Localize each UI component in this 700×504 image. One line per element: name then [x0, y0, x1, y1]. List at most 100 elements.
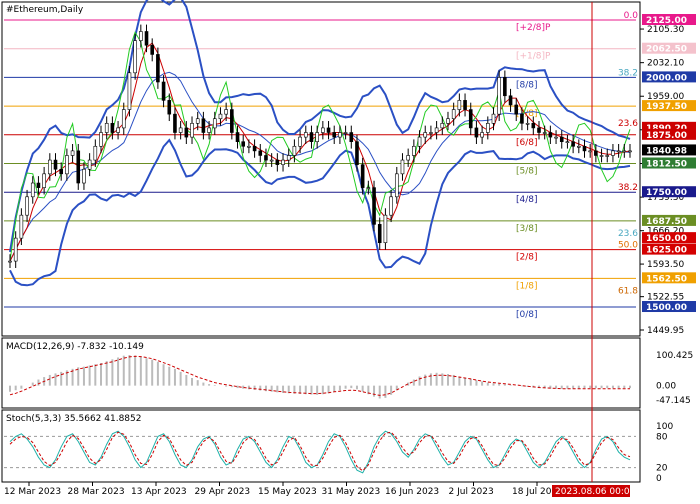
time-tick-label: 13 Apr 2023	[131, 487, 187, 497]
candle-body	[332, 132, 337, 138]
candle-body	[599, 155, 604, 157]
candle-body	[383, 214, 388, 244]
candle-body	[195, 118, 200, 124]
bollinger-lower	[9, 138, 631, 287]
candle-body	[127, 72, 132, 110]
candle-body	[212, 118, 217, 129]
price-tag-box	[642, 14, 696, 25]
candle-body	[474, 127, 479, 138]
candle-body	[628, 150, 632, 153]
price-tag-label: 1500.00	[646, 303, 687, 313]
candle-body	[286, 155, 291, 161]
candle-body	[548, 132, 553, 138]
price-tag-box	[642, 243, 696, 255]
time-tick-label: 29 Apr 2023	[195, 487, 251, 497]
stoch-d-line	[9, 431, 631, 472]
candle-body	[468, 109, 473, 129]
price-tag-label: 2125.00	[646, 16, 687, 26]
price-tag-box	[642, 232, 696, 244]
candle-body	[30, 182, 35, 198]
price-tick-label: 1666.20	[647, 227, 684, 237]
candle-body	[292, 145, 297, 156]
candle-body	[554, 136, 558, 139]
murrey-level-label: [8/8]	[516, 80, 538, 90]
candle-body	[110, 123, 115, 133]
price-tag-label: 1750.00	[646, 188, 687, 198]
time-tick-label: 28 Mar 2023	[68, 487, 125, 497]
fib-level-label: 38.2	[618, 183, 638, 193]
candle-body	[309, 132, 314, 142]
candle-body	[537, 127, 541, 133]
chart-title: #Ethereum,Daily	[6, 5, 84, 15]
candle-body	[315, 132, 319, 142]
murrey-level-label: [3/8]	[516, 224, 538, 234]
candle-body	[400, 159, 405, 175]
price-tag-label: 2062.50	[646, 45, 687, 55]
price-tag-box	[642, 144, 696, 156]
fib-level-label: 23.6	[618, 229, 638, 239]
price-tag-box	[642, 157, 696, 169]
candle-body	[76, 150, 81, 184]
candle-body	[264, 155, 268, 161]
candle-body	[321, 127, 325, 133]
price-tag-box	[642, 214, 696, 226]
candle-body	[423, 132, 428, 138]
candle-body	[59, 168, 63, 175]
price-tag-box	[642, 71, 696, 83]
price-tick-label: 1449.95	[647, 326, 684, 336]
candle-body	[104, 123, 109, 133]
stoch-tick-label: 0	[656, 474, 662, 484]
candle-body	[93, 145, 98, 161]
candle-body	[190, 123, 194, 138]
stoch-tick-label: 20	[656, 464, 668, 474]
candle-body	[520, 113, 524, 124]
price-panel: [+2/8]P [+1/8]P [8/8] [7/8] [6/8] [5/8] [4/8] […	[4, 0, 638, 320]
candle-body	[53, 159, 58, 170]
candle-body	[451, 109, 456, 120]
murrey-level-label: [5/8]	[516, 167, 538, 177]
candle-body	[571, 141, 575, 147]
candle-body	[503, 77, 507, 97]
candle-body	[372, 187, 376, 225]
stoch-tick-label: 80	[656, 432, 668, 442]
price-tag-label: 1687.50	[646, 217, 687, 227]
current-date-label: 2023.08.06 00:00	[555, 487, 636, 497]
price-tag-box	[642, 128, 696, 140]
price-tag-label: 1840.98	[646, 146, 687, 156]
murrey-level-label: [7/8]	[516, 109, 538, 119]
price-tag-box	[642, 301, 696, 313]
price-tag-label: 1812.50	[646, 160, 687, 170]
candle-body	[65, 155, 69, 175]
stoch-tick-label: 100	[656, 422, 673, 432]
macd-tick-label: 100.425	[656, 351, 693, 361]
candle-body	[247, 145, 251, 148]
fib-level-label: 38.2	[618, 68, 638, 78]
candle-body	[406, 155, 410, 161]
candle-body	[355, 141, 359, 165]
candle-body	[429, 132, 433, 134]
candle-body	[531, 123, 536, 129]
candle-body	[605, 155, 610, 157]
murrey-level-label: [2/8]	[516, 253, 538, 263]
moving-average	[9, 42, 631, 262]
bollinger-upper	[9, 0, 631, 253]
murrey-level-label: [+1/8]P	[516, 52, 551, 62]
candle-body	[42, 173, 46, 188]
price-tag-label: 1875.00	[646, 131, 687, 141]
candle-body	[201, 118, 206, 133]
murrey-level-label: [1/8]	[516, 281, 538, 291]
price-tag-box	[642, 272, 696, 284]
candle-body	[269, 159, 274, 162]
candle-body	[173, 113, 177, 133]
time-tick-label: 31 May 2023	[322, 487, 381, 497]
candle-body	[582, 145, 587, 152]
candle-body	[360, 164, 365, 188]
candle-body	[412, 145, 416, 156]
candle-body	[565, 141, 570, 143]
fib-level-label: 61.8	[618, 287, 638, 297]
main-panel-frame	[1, 1, 641, 337]
candle-body	[303, 132, 308, 138]
macd-label: MACD(12,26,9) -7.832 -10.149	[6, 342, 144, 352]
candle-body	[559, 136, 564, 142]
